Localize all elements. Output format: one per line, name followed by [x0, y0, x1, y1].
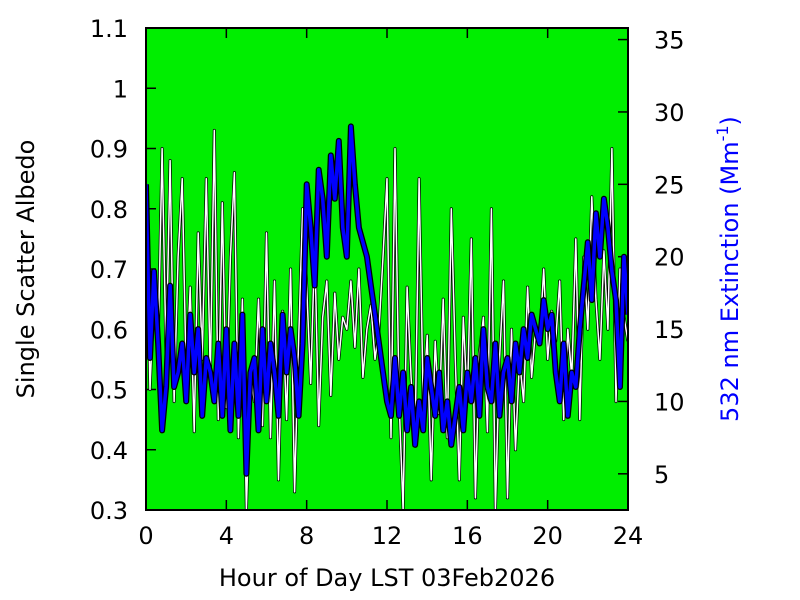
x-tick-label: 4	[219, 522, 234, 550]
x-tick-label: 0	[138, 522, 153, 550]
left-y-tick-label: 1.1	[90, 15, 128, 43]
right-y-tick-label: 35	[654, 27, 685, 55]
albedo-series-line	[146, 129, 628, 510]
left-y-tick-label: 1	[113, 75, 128, 103]
x-tick-label: 12	[372, 522, 403, 550]
right-y-tick-label: 20	[654, 244, 685, 272]
x-tick-label: 20	[532, 522, 563, 550]
right-y-tick-label: 10	[654, 388, 685, 416]
left-y-tick-label: 0.7	[90, 256, 128, 284]
right-y-axis-title: 532 nm Extinction (Mm-1)	[713, 116, 744, 422]
tick-labels: 0 4 8 12 16 20 24 0.3 0.4 0.5 0.6 0.7 0.8 0.9 1 1.1 5 10 1…	[90, 15, 685, 550]
left-y-tick-label: 0.6	[90, 316, 128, 344]
x-axis-title: Hour of Day LST 03Feb2026	[219, 564, 555, 592]
left-y-tick-label: 0.5	[90, 377, 128, 405]
x-tick-label: 24	[613, 522, 644, 550]
plot-frame	[145, 27, 629, 511]
left-y-axis-title: Single Scatter Albedo	[12, 140, 40, 399]
right-y-axis-title-tail: )	[716, 116, 744, 125]
right-y-tick-label: 5	[654, 461, 669, 489]
left-y-tick-label: 0.3	[90, 497, 128, 525]
x-tick-label: 8	[299, 522, 314, 550]
extinction-series-line	[146, 124, 628, 476]
series-layer	[146, 123, 628, 510]
right-y-axis-title-main: 532 nm Extinction (Mm	[716, 141, 744, 422]
left-y-tick-label: 0.9	[90, 136, 128, 164]
right-y-tick-label: 15	[654, 316, 685, 344]
right-y-tick-label: 25	[654, 171, 685, 199]
right-y-axis-title-superscript: -1	[713, 125, 732, 141]
right-y-tick-label: 30	[654, 99, 685, 127]
left-y-tick-label: 0.4	[90, 437, 128, 465]
x-tick-label: 16	[452, 522, 483, 550]
left-y-tick-label: 0.8	[90, 196, 128, 224]
